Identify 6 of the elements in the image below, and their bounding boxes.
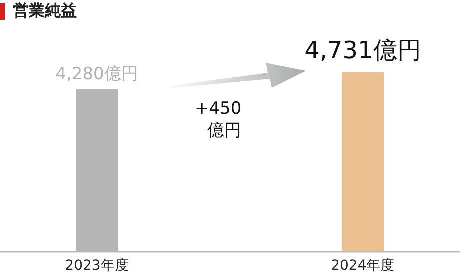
annotation: +450 億円 xyxy=(195,98,242,142)
chart-title: 営業純益 xyxy=(13,0,77,22)
x-tick-label: 2024年度 xyxy=(331,258,395,274)
data-label: 4,280億円 xyxy=(56,64,138,84)
data-label: 4,731億円 xyxy=(304,36,422,64)
x-tick-label: 2023年度 xyxy=(65,258,129,274)
